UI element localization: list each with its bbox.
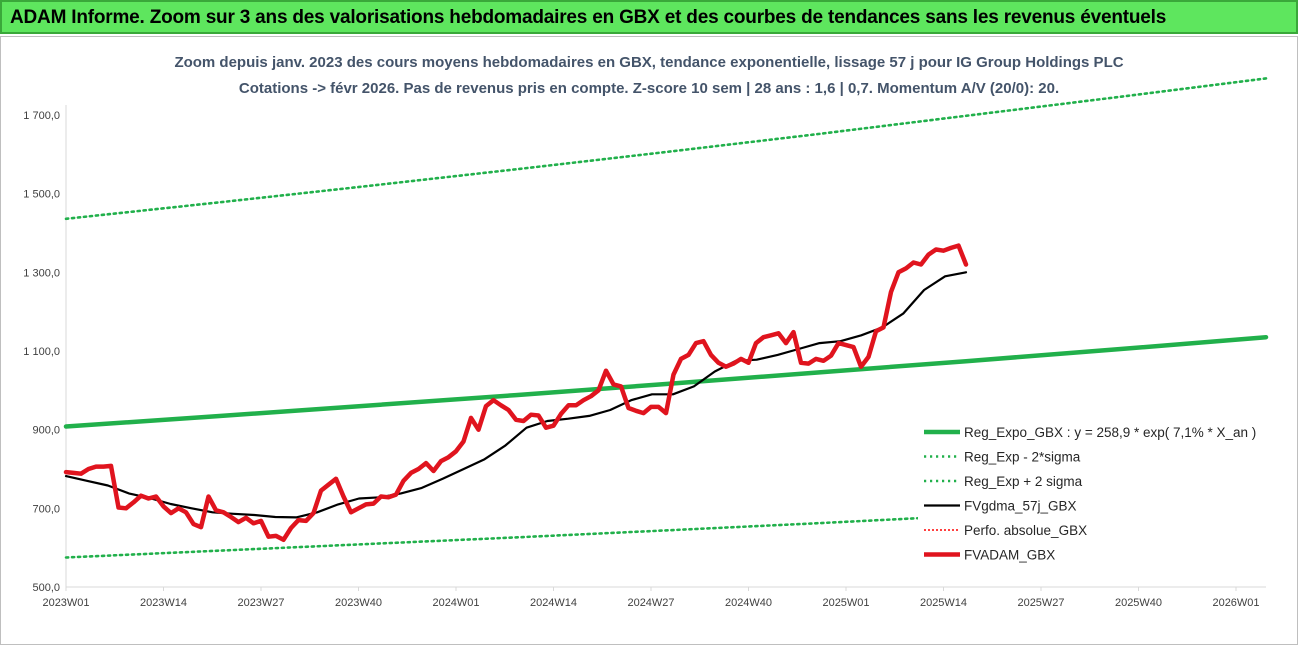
x-tick-label: 2025W27 bbox=[1017, 597, 1064, 609]
banner-title: ADAM Informe. Zoom sur 3 ans des valoris… bbox=[10, 7, 1167, 28]
x-tick-label: 2024W40 bbox=[725, 597, 772, 609]
y-tick-label: 1 500,0 bbox=[23, 189, 60, 201]
x-tick-label: 2023W40 bbox=[335, 597, 382, 609]
y-tick-label: 1 700,0 bbox=[23, 110, 60, 122]
series-line-2 bbox=[64, 77, 1268, 221]
x-tick-label: 2024W27 bbox=[627, 597, 674, 609]
series-line-5 bbox=[63, 243, 969, 543]
x-tick-label: 2025W01 bbox=[822, 597, 869, 609]
x-tick-label: 2025W40 bbox=[1115, 597, 1162, 609]
x-tick-label: 2024W01 bbox=[432, 597, 479, 609]
chart-title-line-2: Cotations -> févr 2026. Pas de revenus p… bbox=[239, 80, 1059, 97]
series-line-0 bbox=[63, 334, 1269, 429]
legend-entry: Perfo. absolue_GBX bbox=[964, 523, 1087, 538]
legend-entry: Reg_Exp + 2 sigma bbox=[964, 474, 1083, 489]
y-tick-label: 1 300,0 bbox=[23, 267, 60, 279]
legend-entry: FVgdma_57j_GBX bbox=[964, 499, 1077, 514]
y-tick-label: 700,0 bbox=[32, 503, 60, 515]
legend-box bbox=[918, 420, 1274, 578]
x-tick-label: 2025W14 bbox=[920, 597, 967, 609]
y-tick-label: 500,0 bbox=[32, 582, 60, 594]
legend-entry: Reg_Expo_GBX : y = 258,9 * exp( 7,1% * X… bbox=[964, 425, 1256, 440]
chart: Zoom depuis janv. 2023 des cours moyens … bbox=[23, 54, 1274, 609]
header-banner: ADAM Informe. Zoom sur 3 ans des valoris… bbox=[0, 0, 1298, 34]
y-tick-label: 1 100,0 bbox=[23, 346, 60, 358]
legend-entry: Reg_Exp - 2*sigma bbox=[964, 450, 1081, 465]
x-tick-label: 2024W14 bbox=[530, 597, 577, 609]
y-tick-label: 900,0 bbox=[32, 425, 60, 437]
legend-entry: FVADAM_GBX bbox=[964, 548, 1055, 563]
x-tick-label: 2023W01 bbox=[42, 597, 89, 609]
x-tick-label: 2026W01 bbox=[1212, 597, 1259, 609]
chart-title-line-1: Zoom depuis janv. 2023 des cours moyens … bbox=[174, 54, 1123, 71]
x-tick-label: 2023W27 bbox=[237, 597, 284, 609]
x-tick-label: 2023W14 bbox=[140, 597, 187, 609]
